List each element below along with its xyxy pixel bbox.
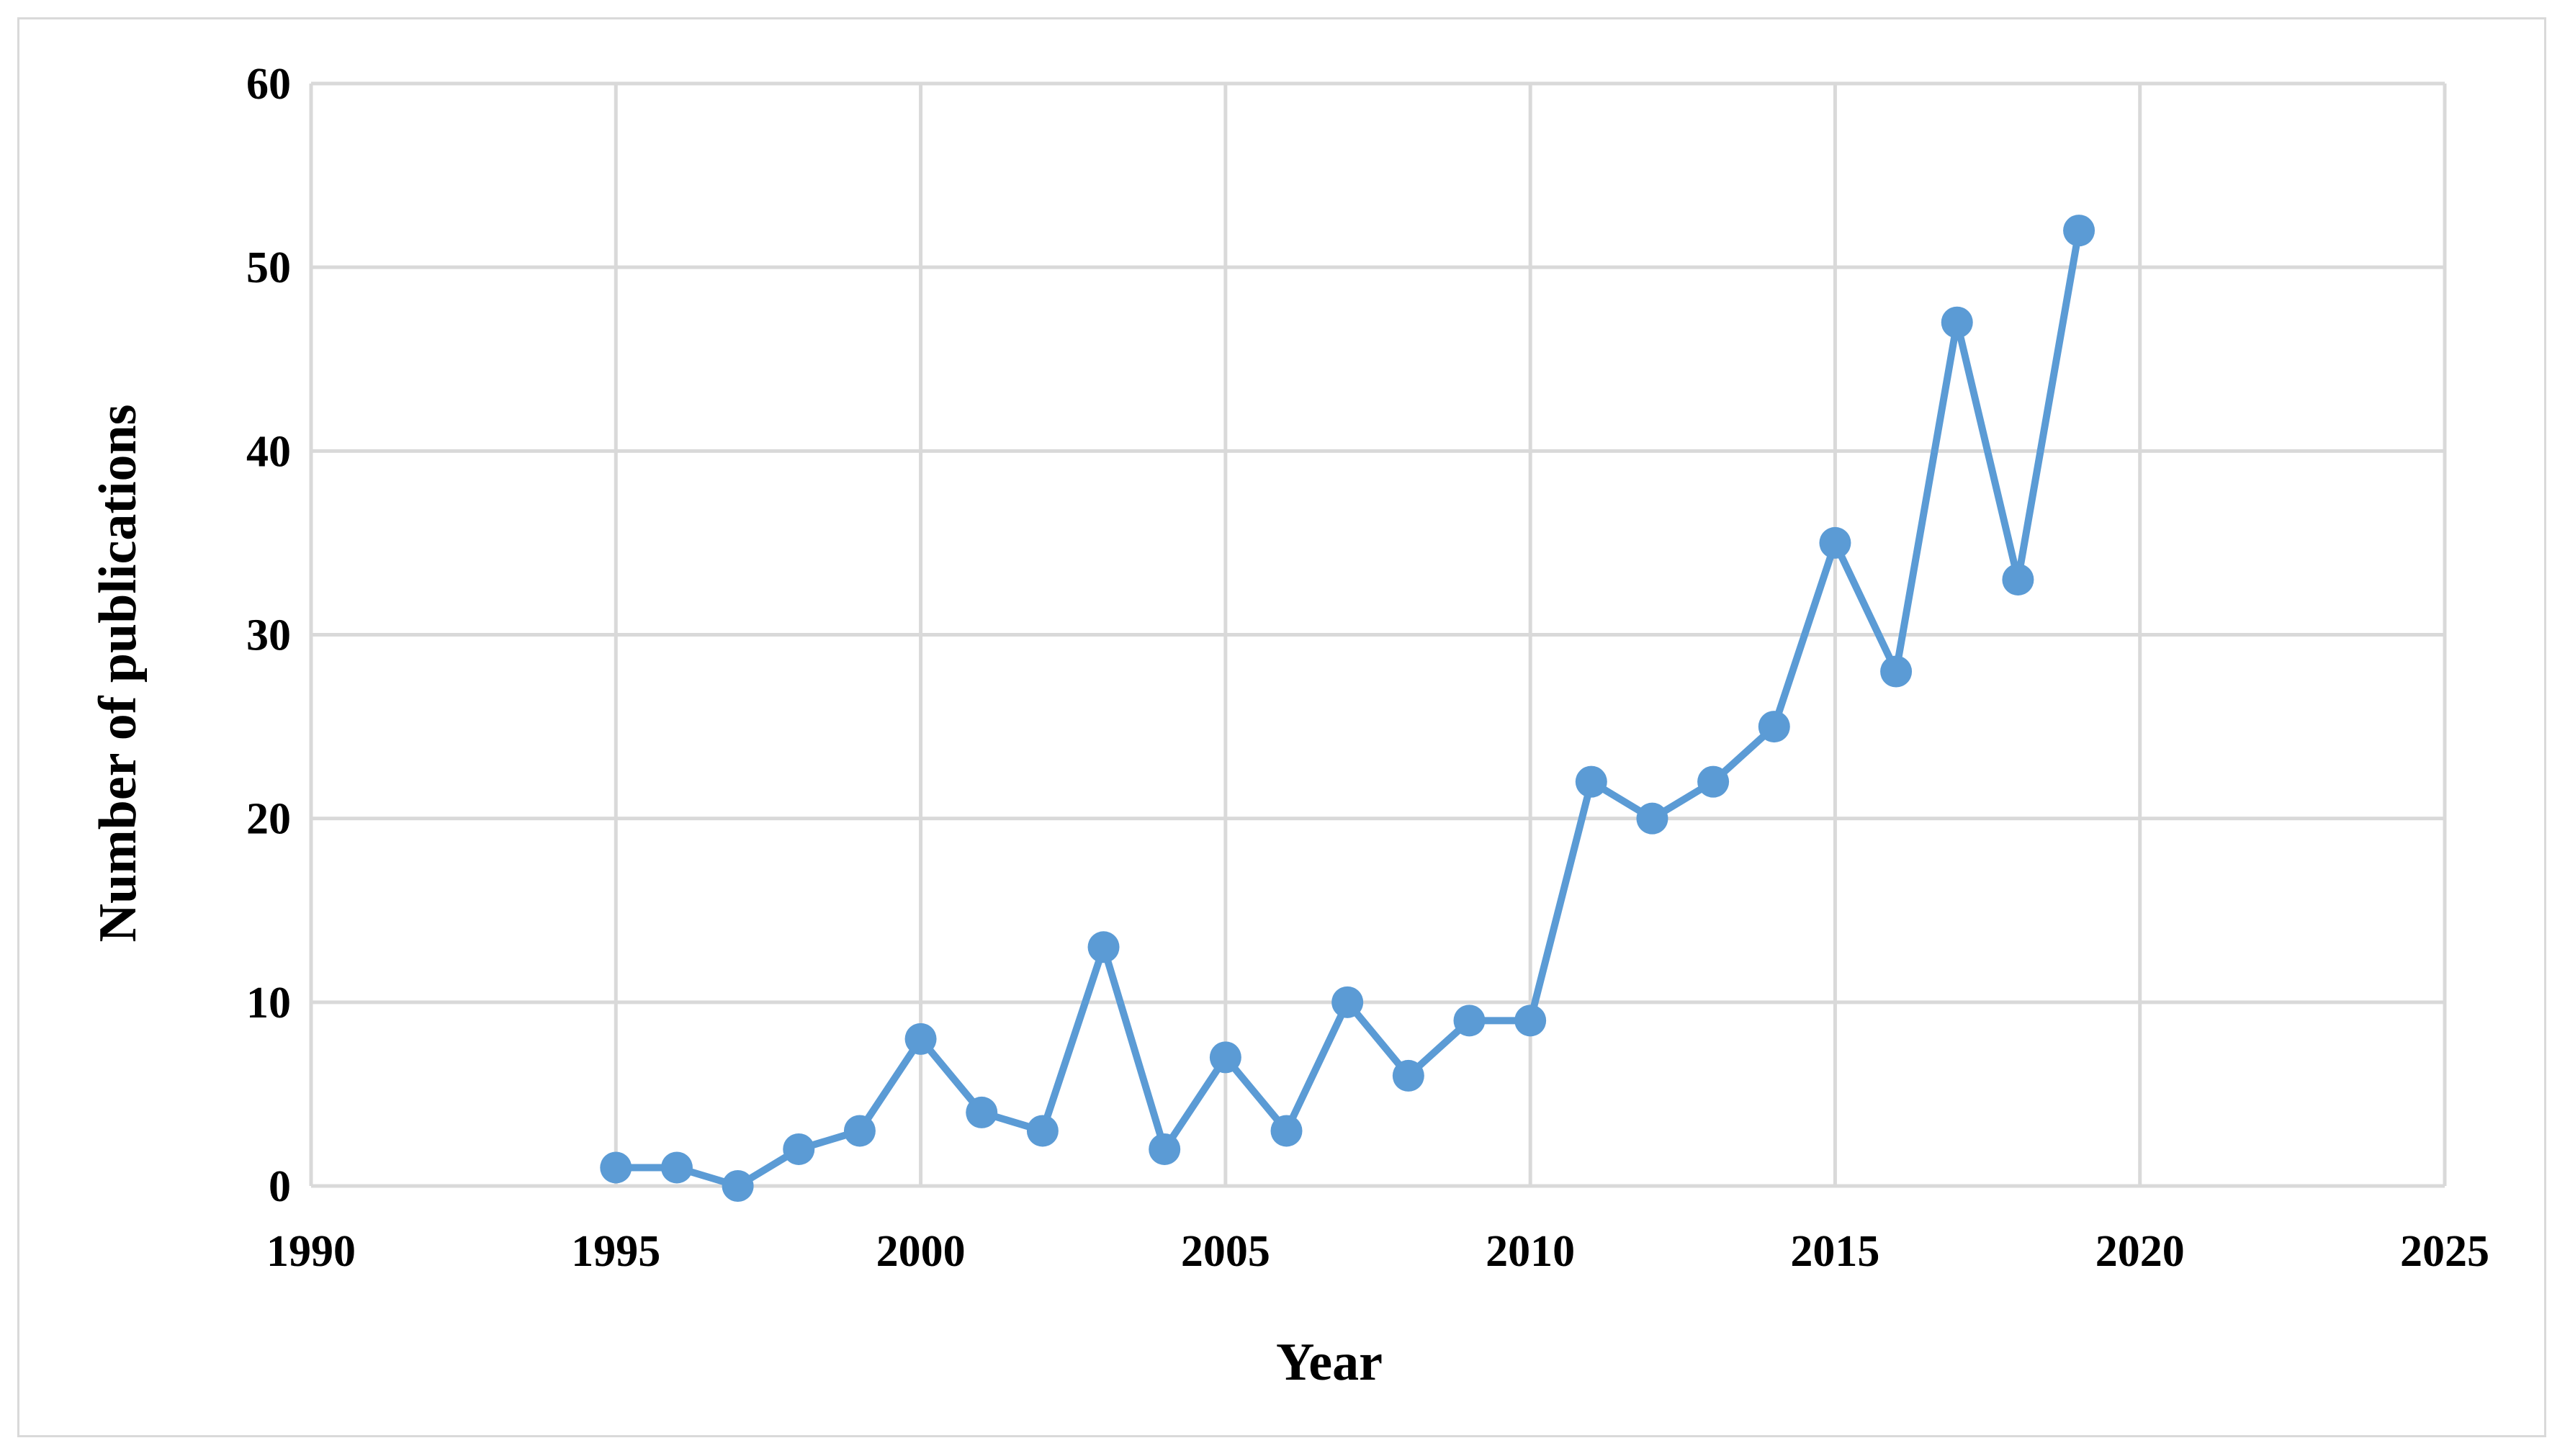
data-point (1697, 765, 1730, 798)
x-tick-label: 1990 (266, 1227, 356, 1276)
chart-frame (17, 17, 2546, 1437)
x-tick-label: 2010 (1486, 1227, 1575, 1276)
data-point (1636, 802, 1668, 835)
x-axis-title: Year (1276, 1333, 1383, 1392)
data-point (1758, 711, 1790, 743)
x-tick-label: 1995 (571, 1227, 660, 1276)
data-point (843, 1115, 876, 1147)
data-point (1270, 1115, 1303, 1147)
data-point (1331, 986, 1364, 1018)
data-point (1392, 1059, 1424, 1092)
tick-labels: 0 10 20 30 40 50 60 1990 1995 2000 2005 2010 2015 202… (246, 60, 2489, 1276)
data-point (1149, 1133, 1181, 1165)
data-point (1209, 1041, 1241, 1074)
data-point (783, 1133, 815, 1165)
y-tick-label: 10 (246, 979, 291, 1028)
y-tick-label: 60 (246, 60, 291, 109)
grid (309, 81, 2447, 1188)
data-point (600, 1151, 632, 1184)
y-tick-label: 0 (269, 1162, 291, 1211)
y-axis-title: Number of publications (89, 405, 148, 943)
data-point (1819, 526, 1851, 559)
y-tick-label: 30 (246, 611, 291, 660)
data-point (722, 1170, 754, 1202)
series-line (612, 227, 2083, 1190)
data-point (1087, 931, 1120, 963)
series-layer (600, 215, 2095, 1202)
x-tick-label: 2025 (2400, 1227, 2489, 1276)
data-point (1575, 765, 1607, 798)
data-point (966, 1096, 998, 1128)
data-point (2002, 563, 2034, 596)
x-tick-label: 2005 (1181, 1227, 1270, 1276)
x-tick-label: 2020 (2095, 1227, 2185, 1276)
data-point (1941, 306, 1973, 338)
data-point (660, 1151, 693, 1184)
data-point (1453, 1005, 1486, 1037)
y-tick-label: 50 (246, 243, 291, 292)
data-point (904, 1023, 937, 1055)
data-point (1514, 1005, 1547, 1037)
data-point (1880, 655, 1913, 688)
x-tick-label: 2015 (1790, 1227, 1879, 1276)
data-point (2063, 215, 2095, 247)
y-tick-label: 20 (246, 795, 291, 844)
x-tick-label: 2000 (876, 1227, 966, 1276)
data-point (1026, 1115, 1059, 1147)
y-tick-label: 40 (246, 427, 291, 476)
